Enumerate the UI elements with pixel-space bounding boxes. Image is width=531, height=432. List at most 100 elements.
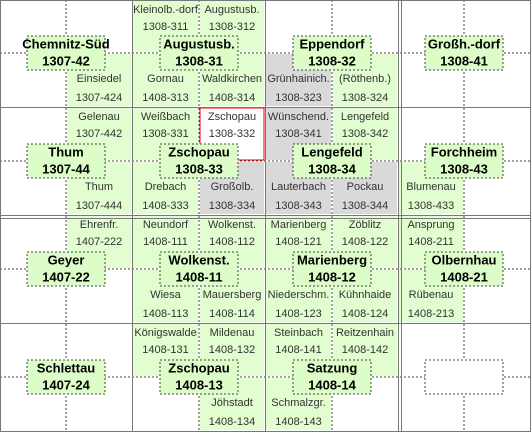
sub-sheet-number: 1408-122 bbox=[342, 236, 389, 248]
sub-sheet-name: Drebach bbox=[145, 181, 187, 193]
sub-sheet-name: Schmalzgr. bbox=[271, 397, 325, 409]
sub-sheet-number: 1408-121 bbox=[275, 236, 322, 248]
sub-sheet-name: Königswalde bbox=[134, 327, 196, 339]
sheet-number: 1308-34 bbox=[308, 161, 356, 176]
sheet-label-box bbox=[159, 251, 239, 287]
sub-sheet-name: Pockau bbox=[347, 181, 384, 193]
sub-sheet-number: 1408-211 bbox=[408, 236, 454, 248]
sub-sheet-number: 1307-424 bbox=[76, 92, 123, 104]
sub-sheet-name: Thum bbox=[85, 181, 113, 193]
sub-sheet-number: 1408-131 bbox=[142, 344, 189, 356]
sub-sheet-name: Ehrenfr. bbox=[80, 219, 119, 231]
sheet-number: 1307-44 bbox=[42, 161, 90, 176]
sub-sheet-name: Kühnhaide bbox=[339, 289, 392, 301]
sheet-label-box bbox=[159, 359, 239, 395]
sub-sheet-number: 1308-433 bbox=[408, 200, 455, 212]
sub-sheet-number: 1408-123 bbox=[275, 308, 322, 320]
sub-sheet-name: Blumenau bbox=[406, 181, 456, 193]
sub-sheet-number: 1408-314 bbox=[209, 92, 256, 104]
sheet-name: Zschopau bbox=[168, 144, 229, 159]
sub-sheet-name: Jöhstadt bbox=[211, 397, 253, 409]
sheet-name: Augustusb. bbox=[163, 36, 235, 51]
sheet-name: Zschopau bbox=[168, 360, 229, 375]
sub-sheet-number: 1408-141 bbox=[275, 344, 322, 356]
sub-sheet-name: Rübenau bbox=[409, 289, 454, 301]
sub-sheet-name: Waldkirchen bbox=[202, 73, 262, 85]
sub-sheet-name: Grünhainich. bbox=[267, 73, 329, 85]
sheet-label-box bbox=[26, 251, 106, 287]
sub-sheet-name: Zöblitz bbox=[349, 219, 381, 231]
sub-sheet-name: Zschopau bbox=[208, 111, 256, 123]
sub-sheet-name: Gelenau bbox=[78, 111, 120, 123]
sheet-number: 1308-43 bbox=[440, 161, 488, 176]
sheet-name: Satzung bbox=[307, 360, 358, 375]
sheet-number: 1308-41 bbox=[440, 53, 488, 68]
sub-sheet-name: Mauersberg bbox=[203, 289, 262, 301]
sub-sheet-number: 1308-344 bbox=[342, 200, 389, 212]
empty-label-box bbox=[424, 359, 504, 395]
sheet-number: 1408-21 bbox=[440, 269, 488, 284]
sub-sheet-name: Wünschend. bbox=[268, 111, 329, 123]
sub-sheet-name: Wolkenst. bbox=[208, 219, 256, 231]
sheet-label-box bbox=[26, 143, 106, 179]
sub-sheet-name: Lengefeld bbox=[341, 111, 389, 123]
sheet-label-box bbox=[424, 251, 504, 287]
sub-sheet-number: 1408-111 bbox=[143, 236, 188, 248]
sub-sheet-number: 1308-324 bbox=[342, 92, 389, 104]
sub-sheet-name: Marienberg bbox=[271, 219, 327, 231]
sheet-name: Olbernhau bbox=[431, 252, 496, 267]
sheet-name: Lengefeld bbox=[301, 144, 362, 159]
sub-sheet-name: Lauterbach bbox=[271, 181, 326, 193]
sheet-number: 1408-11 bbox=[176, 269, 223, 284]
sheet-label-box bbox=[159, 143, 239, 179]
sheet-name: Schlettau bbox=[37, 360, 96, 375]
sub-sheet-name: Gornau bbox=[147, 73, 184, 85]
sheet-name: Geyer bbox=[48, 252, 85, 267]
sub-sheet-name: Steinbach bbox=[274, 327, 323, 339]
sub-sheet-number: 1408-112 bbox=[209, 236, 255, 248]
sheet-label-box bbox=[292, 251, 372, 287]
sub-sheet-number: 1408-313 bbox=[142, 92, 189, 104]
sub-sheet-name: (Röthenb.) bbox=[339, 73, 391, 85]
sheet-number: 1308-32 bbox=[308, 53, 356, 68]
sheet-label-box bbox=[292, 359, 372, 395]
sheet-number: 1308-33 bbox=[175, 161, 223, 176]
sheet-label-box bbox=[159, 35, 239, 71]
sheet-name: Marienberg bbox=[297, 252, 367, 267]
sub-sheet-name: Wiesa bbox=[150, 289, 181, 301]
sub-sheet-number: 1308-312 bbox=[209, 21, 256, 33]
sub-sheet-number: 1308-311 bbox=[143, 21, 189, 33]
sub-sheet-number: 1408-113 bbox=[143, 308, 189, 320]
sub-sheet-name: Niederschm. bbox=[268, 289, 330, 301]
sheet-label-box bbox=[424, 35, 504, 71]
sub-sheet-number: 1408-134 bbox=[209, 416, 256, 428]
sub-sheet-number: 1408-142 bbox=[342, 344, 389, 356]
sheet-name: Forchheim bbox=[431, 144, 497, 159]
sheet-number: 1408-13 bbox=[175, 377, 223, 392]
sheet-name: Thum bbox=[48, 144, 83, 159]
sheet-name: Großh.-dorf bbox=[428, 36, 501, 51]
sheet-number: 1307-42 bbox=[42, 53, 90, 68]
sub-sheet-number: 1307-442 bbox=[76, 128, 123, 140]
sheet-number: 1408-12 bbox=[308, 269, 356, 284]
sheet-number: 1308-31 bbox=[175, 53, 223, 68]
sub-sheet-number: 1307-444 bbox=[76, 200, 123, 212]
sub-sheet-name: Weißbach bbox=[141, 111, 190, 123]
sub-sheet-number: 1408-213 bbox=[408, 308, 455, 320]
sub-sheet-number: 1407-222 bbox=[76, 236, 123, 248]
sub-sheet-name: Mildenau bbox=[210, 327, 255, 339]
sub-sheet-number: 1308-331 bbox=[142, 128, 189, 140]
sheet-name: Wolkenst. bbox=[168, 252, 229, 267]
sub-sheet-number: 1308-341 bbox=[275, 128, 322, 140]
sub-sheet-name: Neundorf bbox=[143, 219, 189, 231]
sheet-label-layer: Chemnitz-Süd 1307-42 Augustusb. 1308-31 Eppe… bbox=[22, 35, 504, 395]
sub-sheet-name: Ansprung bbox=[407, 219, 454, 231]
sub-sheet-number: 1308-334 bbox=[209, 200, 256, 212]
sub-sheet-number: 1408-114 bbox=[209, 308, 255, 320]
sheet-label-box bbox=[292, 143, 372, 179]
sub-sheet-name: Augustusb. bbox=[204, 4, 259, 16]
sub-sheet-name: Einsiedel bbox=[77, 73, 122, 85]
sub-sheet-number: 1408-143 bbox=[275, 416, 322, 428]
sheet-number: 1408-14 bbox=[308, 377, 356, 392]
sub-sheet-name: Kleinolb.-dorf bbox=[133, 4, 199, 16]
